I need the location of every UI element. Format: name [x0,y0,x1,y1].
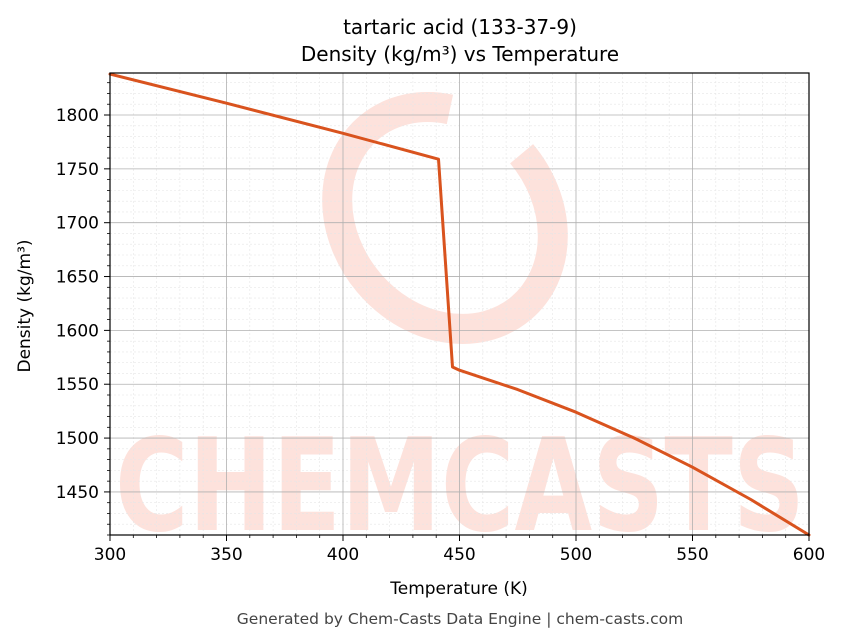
x-tick-label: 550 [676,545,708,565]
y-tick-labels: 1450 1500 1550 1600 1650 1700 1750 1800 [56,106,99,503]
y-tick-label: 1700 [56,214,99,234]
series-layer [108,72,811,537]
axis-ticks [104,82,810,541]
chart-title: tartaric acid (133-37-9) [343,15,577,39]
x-tick-label: 300 [94,545,126,565]
y-tick-label: 1650 [56,268,99,288]
y-tick-label: 1500 [56,429,99,449]
x-axis-label: Temperature (K) [389,579,528,599]
x-tick-label: 500 [560,545,592,565]
y-axis-label: Density (kg/m³) [15,239,35,372]
x-tick-labels: 300 350 400 450 500 550 600 [94,545,825,565]
footer-credit: Generated by Chem-Casts Data Engine | ch… [237,610,683,628]
x-tick-label: 350 [210,545,242,565]
x-tick-label: 450 [443,545,475,565]
y-tick-label: 1600 [56,321,99,341]
y-tick-label: 1450 [56,483,99,503]
density-series-line [108,72,811,537]
y-tick-label: 1750 [56,160,99,180]
x-tick-label: 400 [327,545,359,565]
y-tick-label: 1800 [56,106,99,126]
y-tick-label: 1550 [56,375,99,395]
chart-subtitle: Density (kg/m³) vs Temperature [301,42,619,66]
x-tick-label: 600 [793,545,825,565]
